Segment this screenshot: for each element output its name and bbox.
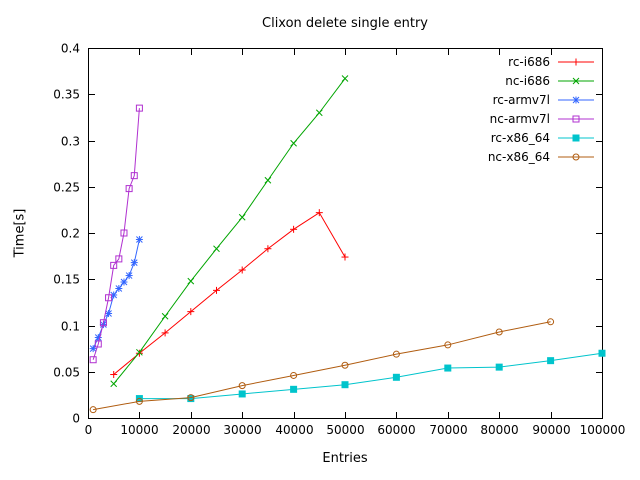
open-circle-marker <box>135 397 143 405</box>
asterisk-marker <box>115 285 123 292</box>
y-tick-label: 0.3 <box>61 135 80 149</box>
y-tick-label: 0 <box>72 412 80 426</box>
x-tick-label: 50000 <box>326 423 364 437</box>
plot-border <box>88 48 603 419</box>
series-line-nc-i686 <box>113 78 346 385</box>
legend-label-rc-armv7l: rc-armv7l <box>493 93 550 107</box>
filled-square-marker <box>495 363 503 371</box>
open-circle-marker <box>444 341 452 349</box>
legend-label-nc-x86_64: nc-x86_64 <box>488 150 550 164</box>
plus-marker <box>110 371 118 379</box>
open-circle-marker <box>187 394 195 402</box>
y-tick-label: 0.4 <box>61 42 80 56</box>
asterisk-marker <box>572 96 580 104</box>
filled-square-marker <box>290 385 298 393</box>
open-square-marker <box>115 255 123 263</box>
y-tick-label: 0.2 <box>61 227 80 241</box>
x-tick-label: 70000 <box>429 423 467 437</box>
x-tick-label: 80000 <box>480 423 518 437</box>
asterisk-marker <box>105 309 113 317</box>
open-circle-marker <box>572 153 580 161</box>
open-circle-marker <box>341 361 349 369</box>
plus-marker <box>213 286 220 294</box>
open-circle-marker <box>392 350 400 358</box>
open-square-marker <box>94 340 102 348</box>
plus-marker <box>187 308 195 316</box>
filled-square-marker <box>547 357 555 365</box>
x-tick-label: 100000 <box>580 423 626 437</box>
legend-label-nc-armv7l: nc-armv7l <box>490 112 550 126</box>
cross-marker <box>187 277 195 285</box>
plus-marker <box>264 245 272 253</box>
cross-marker <box>315 109 323 117</box>
filled-square-marker <box>392 373 400 381</box>
open-square-marker <box>130 172 138 180</box>
asterisk-marker <box>135 235 143 243</box>
open-circle-marker <box>290 371 298 379</box>
plus-marker <box>290 225 298 233</box>
cross-marker <box>341 75 349 82</box>
cross-marker <box>238 213 246 221</box>
plus-marker <box>341 253 349 261</box>
series-line-rc-i686 <box>113 211 346 375</box>
filled-square-marker <box>572 134 580 142</box>
open-square-marker <box>125 185 133 193</box>
y-tick-label: 0.05 <box>53 366 80 380</box>
x-axis-label: Entries <box>322 451 368 466</box>
legend-label-rc-i686: rc-i686 <box>508 55 550 69</box>
cross-marker <box>161 312 169 320</box>
filled-square-marker <box>341 381 349 389</box>
filled-square-marker <box>598 349 606 357</box>
open-square-marker <box>105 294 113 302</box>
x-tick-label: 40000 <box>275 423 313 437</box>
open-square-marker <box>120 229 128 237</box>
asterisk-marker <box>120 278 128 286</box>
filled-square-marker <box>238 390 246 398</box>
chart-title: Clixon delete single entry <box>262 16 428 31</box>
y-tick-label: 0.25 <box>53 181 80 195</box>
open-circle-marker <box>89 406 97 414</box>
cross-marker <box>572 77 580 85</box>
x-tick-label: 60000 <box>377 423 415 437</box>
x-tick-label: 0 <box>85 423 93 437</box>
open-square-marker <box>572 115 580 123</box>
x-tick-label: 90000 <box>532 423 570 437</box>
asterisk-marker <box>125 272 133 280</box>
filled-square-marker <box>444 364 452 372</box>
plus-marker <box>572 58 580 66</box>
plus-marker <box>135 349 143 357</box>
x-tick-label: 30000 <box>223 423 261 437</box>
open-square-marker <box>89 356 97 364</box>
open-circle-marker <box>495 328 503 336</box>
cross-marker <box>264 176 272 184</box>
open-circle-marker <box>238 382 246 390</box>
cross-marker <box>110 380 118 388</box>
open-square-marker <box>110 261 118 269</box>
cross-marker <box>136 348 143 356</box>
y-tick-label: 0.35 <box>53 88 80 102</box>
asterisk-marker <box>130 259 138 267</box>
x-tick-label: 10000 <box>120 423 158 437</box>
x-tick-label: 20000 <box>172 423 210 437</box>
series-line-rc-x86_64 <box>139 352 603 400</box>
plus-marker <box>315 209 323 217</box>
cross-marker <box>290 139 297 147</box>
y-tick-label: 0.15 <box>53 273 80 287</box>
cross-marker <box>213 245 220 253</box>
y-tick-label: 0.1 <box>61 320 80 334</box>
plus-marker <box>238 266 246 274</box>
series-line-nc-x86_64 <box>93 321 551 411</box>
legend-label-nc-i686: nc-i686 <box>505 74 550 88</box>
open-circle-marker <box>547 318 555 326</box>
open-square-marker <box>135 104 143 112</box>
plus-marker <box>161 329 169 337</box>
legend-label-rc-x86_64: rc-x86_64 <box>491 131 550 145</box>
open-square-marker <box>99 319 107 327</box>
